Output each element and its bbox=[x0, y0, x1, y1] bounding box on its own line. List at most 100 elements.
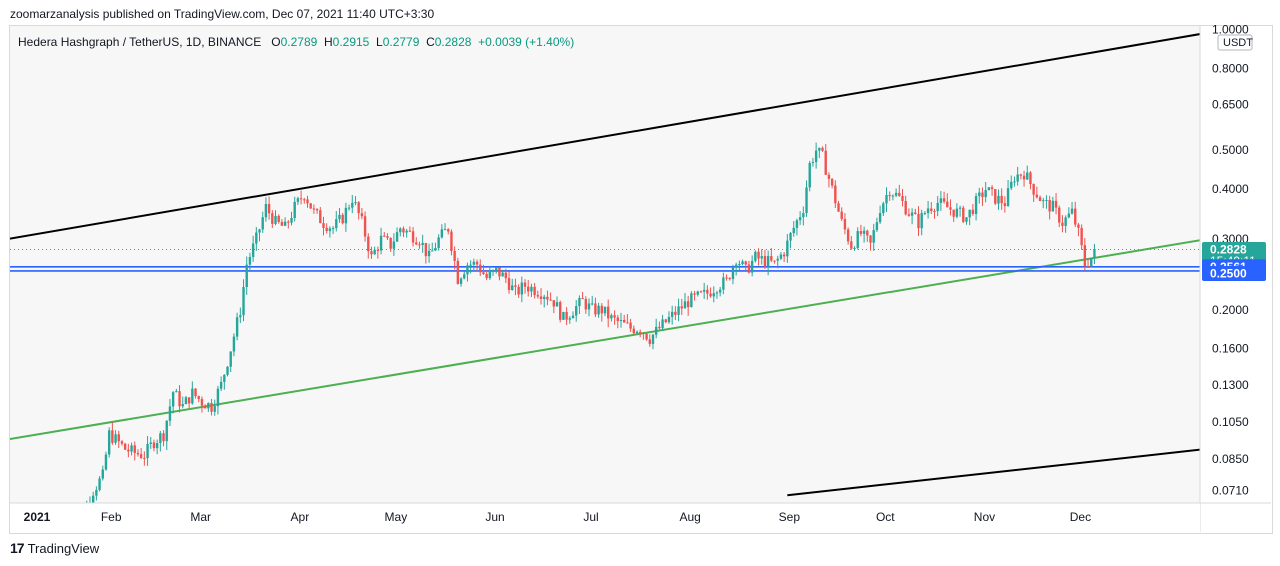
candle-body bbox=[987, 187, 991, 191]
candle-body bbox=[322, 223, 325, 228]
candle-body bbox=[606, 306, 610, 319]
candle-body bbox=[814, 150, 818, 163]
y-tick-label: 1.0000 bbox=[1212, 22, 1249, 36]
candle-body bbox=[962, 207, 965, 222]
candle-body bbox=[869, 235, 872, 243]
candle-body bbox=[709, 293, 712, 297]
candle-body bbox=[431, 250, 434, 252]
price-badge bbox=[1202, 265, 1266, 281]
candle-body bbox=[146, 443, 149, 459]
candle-body bbox=[651, 334, 655, 344]
candle-body bbox=[290, 218, 293, 223]
candle-body bbox=[351, 202, 354, 208]
x-tick-label: Mar bbox=[190, 510, 211, 524]
candle-body bbox=[517, 286, 520, 295]
candle-body bbox=[565, 311, 568, 320]
candle-body bbox=[1032, 184, 1035, 195]
candle-body bbox=[197, 396, 200, 400]
candle-body bbox=[546, 296, 549, 300]
candle-body bbox=[184, 397, 188, 405]
y-tick-label: 0.6500 bbox=[1212, 98, 1249, 112]
candle-body bbox=[95, 489, 98, 496]
candle-body bbox=[139, 454, 143, 458]
candle-body bbox=[965, 217, 968, 222]
candle-body bbox=[229, 351, 232, 367]
candle-body bbox=[1022, 175, 1026, 180]
candle-body bbox=[1006, 188, 1010, 207]
candle-body bbox=[1070, 208, 1074, 214]
tradingview-logo[interactable]: 17 TradingView bbox=[10, 540, 99, 556]
candle-body bbox=[802, 213, 805, 218]
candle-body bbox=[491, 270, 495, 272]
symbol-label: Hedera Hashgraph / TetherUS, 1D, BINANCE bbox=[18, 35, 262, 49]
candle-body bbox=[808, 163, 811, 188]
candle-body bbox=[117, 434, 120, 442]
axes: 1.00000.80000.65000.50000.40000.30000.20… bbox=[10, 22, 1271, 532]
candle-body bbox=[779, 254, 783, 259]
candle-body bbox=[1067, 213, 1071, 218]
candle-body bbox=[904, 201, 907, 215]
candle-body bbox=[798, 217, 802, 221]
candle-body bbox=[702, 289, 706, 292]
x-tick-label: Oct bbox=[876, 510, 895, 524]
candle-body bbox=[552, 300, 556, 307]
candle-body bbox=[990, 187, 994, 190]
candle-body bbox=[130, 445, 133, 452]
candle-body bbox=[347, 207, 351, 209]
candle-body bbox=[463, 274, 466, 279]
candle-body bbox=[571, 315, 575, 319]
candle-body bbox=[773, 260, 776, 262]
candle-body bbox=[840, 211, 843, 219]
candle-body bbox=[469, 264, 472, 266]
candle-body bbox=[731, 267, 735, 280]
candle-body bbox=[421, 242, 424, 246]
candle-body bbox=[750, 260, 754, 273]
candle-body bbox=[795, 220, 799, 228]
candle-body bbox=[443, 229, 447, 231]
candle-body bbox=[658, 326, 661, 329]
candle-body bbox=[312, 208, 316, 210]
candle-body bbox=[677, 306, 680, 315]
candle-body bbox=[357, 202, 360, 214]
candle-body bbox=[584, 299, 588, 310]
candle-body bbox=[411, 231, 415, 243]
y-tick-label: 0.1600 bbox=[1212, 342, 1249, 356]
y-tick-label: 0.4000 bbox=[1212, 182, 1249, 196]
candle-body bbox=[287, 221, 290, 223]
candle-body bbox=[942, 198, 946, 202]
candle-body bbox=[632, 328, 635, 334]
candle-body bbox=[271, 213, 274, 224]
candle-body bbox=[744, 261, 747, 265]
candle-body bbox=[383, 235, 386, 237]
candle-body bbox=[581, 298, 584, 300]
publisher-line: zoomarzanalysis published on TradingView… bbox=[10, 7, 435, 21]
candle-body bbox=[878, 213, 882, 223]
candle-body bbox=[760, 256, 763, 259]
candle-body bbox=[933, 210, 936, 212]
change-value: +0.0039 (+1.40%) bbox=[478, 35, 575, 49]
candle-body bbox=[642, 332, 645, 334]
candle-body bbox=[395, 232, 399, 242]
candle-body bbox=[178, 391, 181, 407]
candle-body bbox=[952, 209, 955, 217]
candle-body bbox=[303, 199, 306, 201]
candle-body bbox=[1026, 172, 1029, 180]
candle-body bbox=[440, 229, 444, 238]
candle-body bbox=[830, 178, 834, 186]
x-tick-label: Nov bbox=[974, 510, 995, 524]
candle-body bbox=[1058, 207, 1061, 223]
candle-body bbox=[210, 403, 213, 412]
candle-body bbox=[341, 214, 344, 224]
candle-body bbox=[939, 198, 943, 203]
candle-body bbox=[248, 257, 252, 265]
candle-body bbox=[488, 271, 492, 279]
candle-body bbox=[1051, 200, 1055, 212]
ohlc-legend: Hedera Hashgraph / TetherUS, 1D, BINANCE… bbox=[18, 35, 574, 49]
candle-body bbox=[261, 217, 264, 230]
candle-body bbox=[875, 222, 879, 231]
high-value: 0.2915 bbox=[332, 35, 370, 49]
candle-body bbox=[427, 250, 431, 257]
candle-body bbox=[523, 282, 527, 287]
low-value: 0.2779 bbox=[382, 35, 420, 49]
